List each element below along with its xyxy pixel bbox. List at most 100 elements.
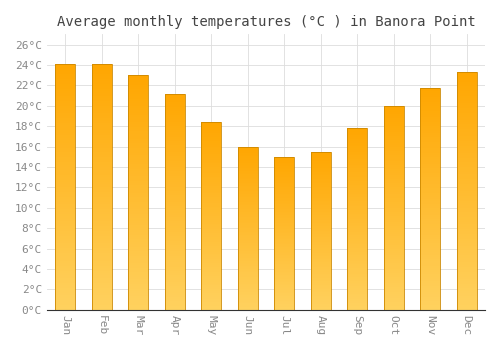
Bar [384, 243, 404, 245]
Bar [55, 66, 75, 69]
Bar [92, 130, 112, 133]
Bar [128, 113, 148, 115]
Bar [420, 201, 440, 204]
Bar [420, 303, 440, 306]
Bar [164, 303, 184, 306]
Bar [274, 259, 294, 261]
Bar [238, 256, 258, 258]
Bar [274, 296, 294, 297]
Bar [55, 108, 75, 111]
Bar [456, 150, 477, 153]
Bar [274, 221, 294, 223]
Bar [274, 256, 294, 258]
Bar [55, 125, 75, 128]
Bar [384, 275, 404, 277]
Bar [456, 120, 477, 122]
Bar [347, 268, 368, 270]
Bar [238, 287, 258, 289]
Bar [347, 214, 368, 215]
Bar [456, 186, 477, 189]
Bar [164, 254, 184, 256]
Bar [310, 232, 330, 234]
Bar [55, 256, 75, 258]
Bar [201, 218, 221, 220]
Bar [274, 241, 294, 243]
Bar [420, 142, 440, 144]
Bar [164, 163, 184, 165]
Bar [347, 177, 368, 179]
Bar [420, 102, 440, 104]
Bar [384, 212, 404, 214]
Bar [55, 81, 75, 84]
Bar [347, 228, 368, 230]
Bar [420, 170, 440, 173]
Bar [92, 288, 112, 290]
Bar [55, 244, 75, 246]
Bar [128, 214, 148, 216]
Bar [201, 293, 221, 295]
Bar [456, 205, 477, 208]
Bar [92, 148, 112, 150]
Bar [201, 212, 221, 214]
Bar [92, 241, 112, 244]
Bar [92, 143, 112, 145]
Bar [55, 251, 75, 253]
Bar [92, 106, 112, 108]
Bar [55, 204, 75, 206]
Bar [92, 271, 112, 273]
Bar [201, 163, 221, 165]
Bar [92, 160, 112, 162]
Bar [274, 235, 294, 236]
Bar [238, 236, 258, 238]
Bar [420, 195, 440, 197]
Bar [128, 286, 148, 289]
Bar [128, 75, 148, 310]
Bar [310, 158, 330, 160]
Bar [347, 277, 368, 279]
Bar [384, 139, 404, 140]
Bar [310, 204, 330, 205]
Bar [55, 76, 75, 79]
Bar [420, 232, 440, 234]
Bar [456, 260, 477, 262]
Bar [164, 204, 184, 206]
Bar [128, 225, 148, 228]
Bar [128, 253, 148, 256]
Bar [384, 202, 404, 204]
Bar [384, 199, 404, 202]
Bar [274, 272, 294, 273]
Bar [92, 244, 112, 246]
Bar [310, 242, 330, 244]
Bar [456, 296, 477, 298]
Bar [238, 220, 258, 222]
Bar [128, 272, 148, 275]
Bar [456, 89, 477, 91]
Bar [238, 241, 258, 243]
Bar [55, 189, 75, 192]
Bar [238, 163, 258, 164]
Bar [347, 183, 368, 184]
Bar [92, 86, 112, 89]
Bar [92, 118, 112, 120]
Bar [384, 108, 404, 110]
Bar [310, 283, 330, 285]
Bar [420, 148, 440, 150]
Bar [128, 228, 148, 230]
Bar [347, 128, 368, 310]
Bar [456, 84, 477, 86]
Bar [55, 162, 75, 165]
Bar [201, 291, 221, 293]
Bar [384, 304, 404, 306]
Bar [238, 201, 258, 202]
Bar [92, 256, 112, 258]
Bar [274, 160, 294, 161]
Bar [274, 247, 294, 248]
Bar [92, 101, 112, 103]
Bar [384, 175, 404, 177]
Bar [274, 307, 294, 308]
Bar [274, 168, 294, 169]
Bar [420, 144, 440, 146]
Bar [55, 236, 75, 239]
Bar [384, 240, 404, 243]
Bar [310, 294, 330, 296]
